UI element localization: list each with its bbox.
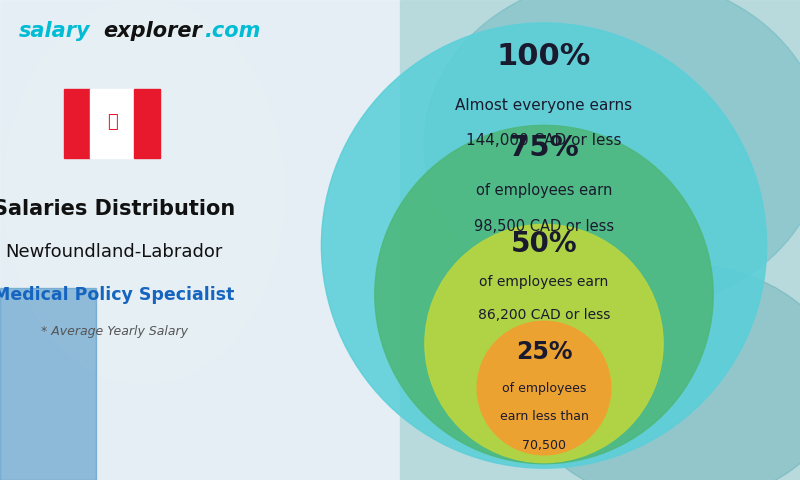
Text: 70,500: 70,500 [522,439,566,453]
Text: Almost everyone earns: Almost everyone earns [455,98,633,113]
Circle shape [478,321,610,455]
Bar [0,288,96,480]
Circle shape [375,125,713,464]
Text: 86,200 CAD or less: 86,200 CAD or less [478,308,610,322]
Text: salary: salary [18,21,90,41]
Text: .com: .com [204,21,261,41]
Bar [0,0,400,480]
Text: 25%: 25% [516,340,572,364]
Text: Newfoundland-Labrador: Newfoundland-Labrador [6,243,222,261]
Bar [64,89,90,158]
Text: of employees earn: of employees earn [479,275,609,289]
Text: 144,000 CAD or less: 144,000 CAD or less [466,133,622,148]
Text: explorer: explorer [103,21,202,41]
Text: of employees: of employees [502,382,586,395]
Ellipse shape [424,0,800,312]
Ellipse shape [520,264,800,480]
Bar [134,89,160,158]
Circle shape [322,23,766,468]
Text: Salaries Distribution: Salaries Distribution [0,199,235,219]
Ellipse shape [4,0,284,384]
Text: 98,500 CAD or less: 98,500 CAD or less [474,218,614,234]
Text: 50%: 50% [510,230,578,258]
Text: 75%: 75% [509,134,579,162]
Text: earn less than: earn less than [499,410,589,423]
Text: 100%: 100% [497,42,591,71]
Text: Medical Policy Specialist: Medical Policy Specialist [0,286,234,304]
Circle shape [425,225,663,463]
Text: of employees earn: of employees earn [476,183,612,198]
Text: * Average Yearly Salary: * Average Yearly Salary [41,324,187,338]
Bar [90,89,134,158]
Bar [400,0,800,480]
Text: 🍁: 🍁 [107,113,118,131]
